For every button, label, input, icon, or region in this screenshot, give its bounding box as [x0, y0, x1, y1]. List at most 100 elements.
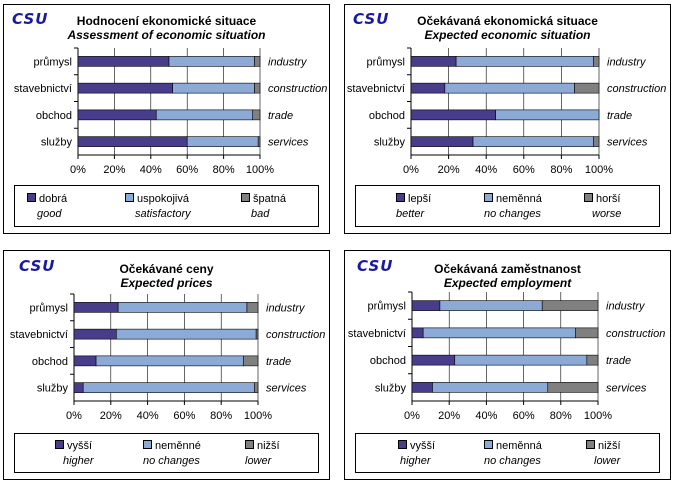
legend-swatch-higher: [398, 440, 407, 449]
bar-segment: [252, 109, 261, 121]
legend-swatch-lower: [245, 440, 254, 449]
x-tick-label: 0%: [66, 410, 82, 422]
chart-title-en: Expected prices: [120, 276, 213, 290]
category-label-en: industry: [606, 301, 646, 313]
legend-swatch-lower: [586, 440, 595, 449]
bar-segment: [242, 355, 259, 367]
x-tick-label: 0%: [70, 164, 86, 176]
category-label-en: trade: [606, 355, 631, 367]
category-label-cz: průmysl: [366, 56, 405, 68]
bar-segment: [455, 56, 594, 67]
legend-item: dobrá: [27, 193, 67, 205]
legend-item: neměnná: [484, 193, 542, 205]
bar-segment: [410, 56, 457, 67]
bar-segment: [586, 354, 599, 366]
category-label-en: trade: [268, 110, 293, 122]
bar-segment: [495, 109, 600, 121]
chart-panel-expected-employment: CSU Očekávaná zaměstnanost Expected empl…: [344, 250, 671, 480]
x-tick-label: 60%: [176, 164, 198, 176]
x-tick-label: 20%: [100, 410, 122, 422]
category-label-cz: stavebnictví: [14, 83, 72, 95]
bar-segment: [186, 136, 259, 147]
legend-label: neměnná: [496, 193, 542, 205]
bar-segment: [432, 382, 549, 393]
category-label-cz: obchod: [36, 110, 72, 122]
bar-chart-plot: 0% 20% 40% 60% 80% 100% průmysl industry stavebn…: [348, 291, 665, 422]
x-tick-label: 100%: [585, 164, 613, 176]
category-label-en: construction: [266, 329, 325, 341]
category-label-cz: průmysl: [29, 302, 68, 314]
bar-segment: [172, 82, 255, 94]
legend-item: vyšší: [398, 440, 435, 452]
bar-segment: [410, 136, 474, 147]
category-label-en: construction: [606, 328, 665, 340]
category-label-en: industry: [268, 56, 308, 68]
bar-segment: [73, 328, 117, 340]
bar-segment: [77, 109, 157, 121]
x-tick-label: 100%: [246, 164, 274, 176]
bar-chart-plot: 0% 20% 40% 60% 80% 100% průmysl industry stavebn…: [10, 293, 325, 422]
bar-segment: [254, 56, 261, 67]
legend-label: neměnné: [155, 440, 201, 452]
chart-panel-assessment: CSU Hodnocení ekonomické situace Assessm…: [3, 4, 330, 234]
x-tick-label: 20%: [103, 164, 125, 176]
category-label-cz: služby: [374, 137, 406, 149]
x-tick-label: 40%: [137, 410, 159, 422]
bar-segment: [255, 328, 259, 340]
chart-title-en: Assessment of economic situation: [67, 28, 266, 42]
legend-label-en: no changes: [484, 208, 541, 220]
category-label-en: industry: [607, 56, 647, 68]
category-label-cz: stavebnictví: [10, 329, 68, 341]
legend-label-en: worse: [592, 208, 622, 220]
x-tick-label: 100%: [244, 410, 272, 422]
chart-title-en: Expected employment: [443, 276, 572, 290]
chart-legend: vyšší higher neměnné no changes nižší lo…: [14, 433, 319, 473]
bar-segment: [77, 136, 188, 147]
chart-panel-expected-economic: CSU Očekávaná ekonomická situace Expecte…: [344, 4, 671, 234]
x-tick-label: 40%: [475, 164, 497, 176]
legend-label-en: good: [37, 208, 62, 220]
x-tick-label: 0%: [403, 164, 419, 176]
bar-segment: [77, 82, 173, 94]
chart-legend: dobrá good uspokojivá satisfactory špatn…: [14, 185, 319, 227]
bar-segment: [411, 300, 441, 311]
legend-swatch-good: [27, 193, 36, 202]
category-label-cz: stavebnictví: [347, 83, 405, 95]
legend-item: špatná: [241, 193, 286, 205]
legend-label-en: better: [396, 208, 425, 220]
category-label-cz: stavebnictví: [348, 328, 406, 340]
category-label-en: construction: [268, 83, 327, 95]
chart-title: Očekávaná zaměstnanost Expected employme…: [345, 262, 670, 290]
category-label-cz: služby: [37, 383, 69, 395]
bar-segment: [82, 382, 255, 393]
legend-item: horší: [584, 193, 620, 205]
legend-swatch-no-changes: [484, 440, 493, 449]
legend-item: nižší: [245, 440, 280, 452]
bar-segment: [254, 382, 259, 393]
x-tick-label: 40%: [140, 164, 162, 176]
legend-swatch-worse: [584, 193, 593, 202]
category-label-en: industry: [266, 302, 306, 314]
legend-label: neměnná: [496, 440, 542, 452]
category-label-en: services: [607, 137, 648, 149]
bar-segment: [117, 302, 248, 313]
chart-title: Očekávaná ekonomická situace Expected ec…: [345, 14, 670, 42]
legend-label-en: higher: [63, 455, 94, 467]
bar-segment: [410, 109, 496, 121]
bar-segment: [411, 354, 456, 366]
x-tick-label: 60%: [173, 410, 195, 422]
bar-segment: [168, 56, 255, 67]
legend-swatch-satisfactory: [125, 193, 134, 202]
bar-segment: [155, 109, 254, 121]
legend-label: špatná: [253, 193, 287, 205]
chart-legend: vyšší higher neměnná no changes nižší lo…: [355, 433, 660, 473]
bar-segment: [541, 300, 599, 311]
legend-label: uspokojivá: [137, 193, 189, 205]
legend-swatch-higher: [55, 440, 64, 449]
csu-logo-icon: CSU: [12, 10, 49, 28]
bar-segment: [254, 82, 261, 94]
bar-segment: [593, 136, 600, 147]
legend-item: neměnné: [143, 440, 201, 452]
chart-title: Očekávané ceny Expected prices: [4, 262, 329, 290]
bar-segment: [439, 300, 543, 311]
